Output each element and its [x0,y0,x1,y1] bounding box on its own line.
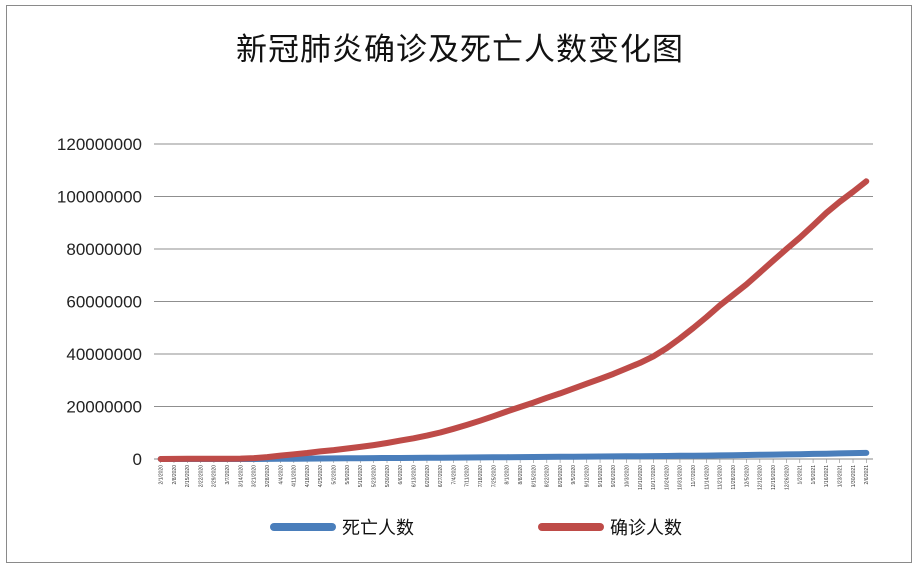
x-tick-label: 8/1/2020 [505,465,511,485]
x-tick-label: 3/7/2020 [225,465,231,485]
y-tick-label: 120000000 [57,135,142,154]
x-tick-label: 4/11/2020 [292,465,298,487]
legend-item-confirmed: 确诊人数 [538,513,682,541]
x-tick-label: 1/30/2021 [851,465,857,487]
x-tick-label: 11/28/2020 [731,465,737,490]
x-tick-label: 8/8/2020 [518,465,524,485]
x-tick-label: 5/16/2020 [358,465,364,487]
x-tick-label: 1/9/2021 [811,465,817,485]
x-tick-label: 5/23/2020 [371,465,377,487]
gridlines [154,143,873,460]
x-tick-label: 6/27/2020 [438,465,444,487]
x-tick-label: 10/31/2020 [678,465,684,490]
x-tick-label: 1/2/2021 [798,465,804,485]
x-tick-label: 2/22/2020 [198,465,204,487]
series-lines [157,178,870,462]
y-axis-ticks: 0 20000000 40000000 60000000 80000000 1000000… [57,135,142,469]
x-tick-label: 1/16/2021 [824,465,830,487]
x-tick-label: 2/6/2021 [864,465,870,485]
y-tick-label: 60000000 [66,293,142,312]
x-tick-label: 12/12/2020 [758,465,764,490]
x-tick-label: 1/23/2021 [838,465,844,487]
y-tick-label: 0 [133,450,142,469]
x-tick-label: 2/8/2020 [172,465,178,485]
x-tick-label: 8/29/2020 [558,465,564,487]
x-tick-label: 12/5/2020 [744,465,750,487]
x-tick-label: 12/26/2020 [784,465,790,490]
x-tick-label: 11/14/2020 [704,465,710,490]
x-tick-label: 4/18/2020 [305,465,311,487]
x-tick-label: 10/17/2020 [651,465,657,490]
x-tick-label: 10/10/2020 [638,465,644,490]
chart-title: 新冠肺炎确诊及死亡人数变化图 [236,32,684,68]
chart-frame [6,5,912,563]
x-tick-label: 6/20/2020 [425,465,431,487]
x-tick-label: 4/25/2020 [318,465,324,487]
x-tick-label: 6/6/2020 [398,465,404,485]
x-tick-label: 7/11/2020 [465,465,471,487]
x-tick-label: 5/30/2020 [385,465,391,487]
x-tick-label: 11/21/2020 [718,465,724,490]
x-tick-label: 8/15/2020 [531,465,537,487]
legend-swatch-deaths [270,523,336,531]
legend: 死亡人数 确诊人数 [0,513,920,541]
x-tick-label: 2/1/2020 [158,465,164,485]
legend-label-deaths: 死亡人数 [342,518,414,539]
x-tick-label: 9/12/2020 [585,465,591,487]
x-tick-label: 5/2/2020 [332,465,338,485]
x-tick-label: 12/19/2020 [771,465,777,490]
legend-label-confirmed: 确诊人数 [610,518,682,539]
x-tick-label: 10/24/2020 [664,465,670,490]
x-tick-label: 6/13/2020 [411,465,417,487]
x-tick-label: 11/7/2020 [691,465,697,487]
legend-swatch-confirmed [538,523,604,531]
x-tick-label: 10/3/2020 [624,465,630,487]
x-tick-label: 4/4/2020 [278,465,284,485]
x-tick-label: 3/21/2020 [252,465,258,487]
y-tick-label: 20000000 [66,398,142,417]
line-chart: 0 20000000 40000000 60000000 80000000 1000000… [57,135,873,490]
y-tick-label: 100000000 [57,188,142,207]
x-tick-label: 9/26/2020 [611,465,617,487]
x-tick-label: 7/18/2020 [478,465,484,487]
x-tick-label: 5/9/2020 [345,465,351,485]
x-tick-label: 2/29/2020 [212,465,218,487]
x-tick-label: 8/22/2020 [545,465,551,487]
series-line-confirmed [157,178,870,462]
x-tick-label: 7/25/2020 [491,465,497,487]
y-tick-label: 80000000 [66,240,142,259]
x-tick-label: 3/14/2020 [238,465,244,487]
x-tick-label: 7/4/2020 [451,465,457,485]
x-tick-label: 9/5/2020 [571,465,577,485]
x-tick-label: 3/28/2020 [265,465,271,487]
x-tick-label: 9/19/2020 [598,465,604,487]
y-tick-label: 40000000 [66,345,142,364]
x-tick-label: 2/15/2020 [185,465,191,487]
x-axis-ticks: 2/1/2020 2/8/2020 2/15/2020 2/22/2020 2/29/2… [158,459,870,490]
legend-item-deaths: 死亡人数 [270,513,414,541]
